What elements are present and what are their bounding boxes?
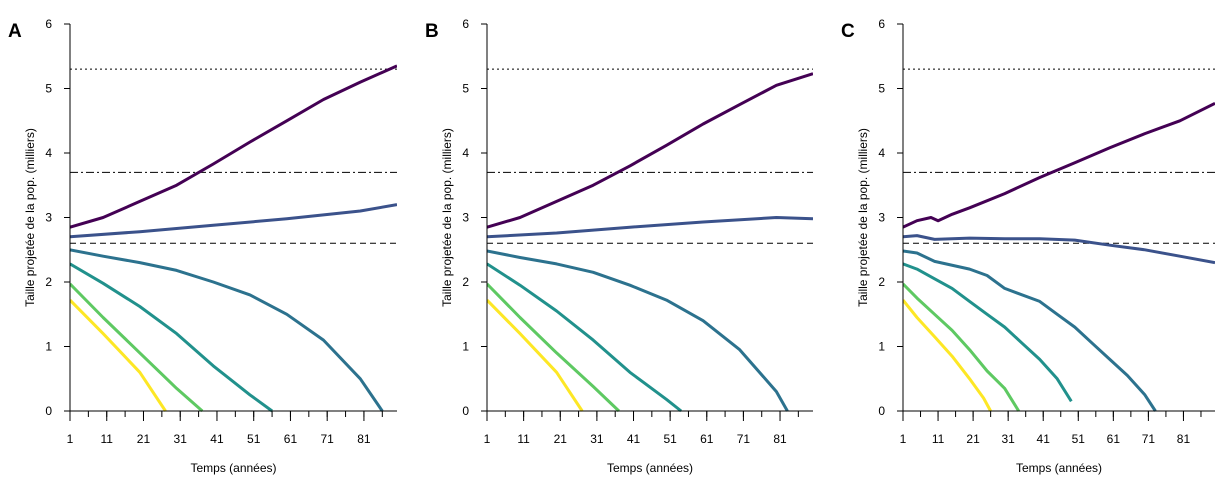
y-tick-label: 4 bbox=[878, 146, 885, 160]
y-axis-title: Taille projetée de la pop. (milliers) bbox=[856, 128, 870, 307]
y-tick-label: 0 bbox=[878, 404, 885, 418]
y-tick-label: 5 bbox=[878, 82, 885, 96]
x-tick-label: 31 bbox=[174, 432, 188, 446]
y-tick-label: 6 bbox=[878, 17, 885, 31]
series-line-1 bbox=[487, 72, 813, 229]
x-tick-label: 21 bbox=[137, 432, 151, 446]
x-tick-label: 81 bbox=[773, 432, 787, 446]
x-tick-label: 1 bbox=[67, 432, 74, 446]
y-tick-label: 1 bbox=[462, 340, 469, 354]
y-axis-title: Taille projetée de la pop. (milliers) bbox=[440, 128, 454, 307]
y-tick-label: 2 bbox=[878, 275, 885, 289]
y-tick-label: 2 bbox=[45, 275, 52, 289]
x-tick-label: 51 bbox=[1072, 432, 1086, 446]
x-tick-label: 81 bbox=[1177, 432, 1191, 446]
x-tick-label: 21 bbox=[554, 432, 568, 446]
x-tick-label: 51 bbox=[663, 432, 677, 446]
series-line-6 bbox=[487, 299, 584, 412]
series-line-1 bbox=[70, 64, 397, 229]
panel-letter: C bbox=[841, 21, 855, 42]
series-line-2 bbox=[487, 216, 813, 239]
y-tick-label: 4 bbox=[45, 146, 52, 160]
series-line-5 bbox=[487, 282, 620, 413]
series-line-2 bbox=[903, 234, 1215, 265]
x-tick-label: 61 bbox=[1107, 432, 1121, 446]
y-tick-label: 0 bbox=[45, 404, 52, 418]
y-tick-label: 0 bbox=[462, 404, 469, 418]
x-tick-label: 21 bbox=[966, 432, 980, 446]
x-tick-label: 41 bbox=[210, 432, 224, 446]
series-line-2 bbox=[70, 203, 397, 239]
series-group bbox=[903, 101, 1215, 412]
x-tick-label: 61 bbox=[700, 432, 714, 446]
series-line-3 bbox=[487, 249, 789, 412]
series-line-4 bbox=[70, 262, 273, 413]
y-tick-label: 3 bbox=[462, 211, 469, 225]
y-tick-label: 6 bbox=[462, 17, 469, 31]
series-group bbox=[487, 72, 813, 413]
x-tick-label: 1 bbox=[900, 432, 907, 446]
x-tick-label: 71 bbox=[1142, 432, 1156, 446]
y-tick-label: 3 bbox=[878, 211, 885, 225]
x-tick-label: 41 bbox=[1037, 432, 1051, 446]
y-tick-label: 2 bbox=[462, 275, 469, 289]
y-tick-label: 4 bbox=[462, 146, 469, 160]
x-tick-label: 1 bbox=[484, 432, 491, 446]
panel-letter: B bbox=[425, 21, 439, 42]
x-tick-label: 41 bbox=[627, 432, 641, 446]
series-line-3 bbox=[70, 248, 384, 412]
x-tick-label: 81 bbox=[357, 432, 371, 446]
series-line-6 bbox=[70, 299, 167, 412]
x-tick-label: 11 bbox=[932, 432, 945, 446]
x-tick-label: 11 bbox=[101, 432, 114, 446]
panel-letter: A bbox=[8, 21, 22, 42]
x-tick-label: 71 bbox=[737, 432, 751, 446]
series-line-6 bbox=[903, 299, 992, 412]
y-tick-label: 1 bbox=[878, 340, 885, 354]
x-tick-label: 51 bbox=[247, 432, 261, 446]
y-tick-label: 6 bbox=[45, 17, 52, 31]
y-tick-label: 1 bbox=[45, 340, 52, 354]
series-line-3 bbox=[903, 249, 1157, 412]
y-tick-label: 5 bbox=[462, 82, 469, 96]
x-tick-label: 11 bbox=[517, 432, 530, 446]
series-line-4 bbox=[487, 262, 683, 413]
series-line-5 bbox=[70, 282, 204, 413]
y-tick-label: 3 bbox=[45, 211, 52, 225]
y-axis-title: Taille projetée de la pop. (milliers) bbox=[23, 128, 37, 307]
series-line-1 bbox=[903, 101, 1215, 229]
x-axis-title: Temps (années) bbox=[1016, 461, 1102, 475]
series-line-5 bbox=[903, 282, 1020, 412]
x-tick-label: 61 bbox=[284, 432, 298, 446]
x-tick-label: 71 bbox=[321, 432, 335, 446]
x-axis-title: Temps (années) bbox=[190, 461, 276, 475]
series-line-4 bbox=[903, 262, 1073, 403]
x-tick-label: 31 bbox=[590, 432, 604, 446]
x-axis-title: Temps (années) bbox=[607, 461, 693, 475]
x-tick-label: 31 bbox=[1001, 432, 1015, 446]
y-tick-label: 5 bbox=[45, 82, 52, 96]
series-group bbox=[70, 64, 397, 413]
